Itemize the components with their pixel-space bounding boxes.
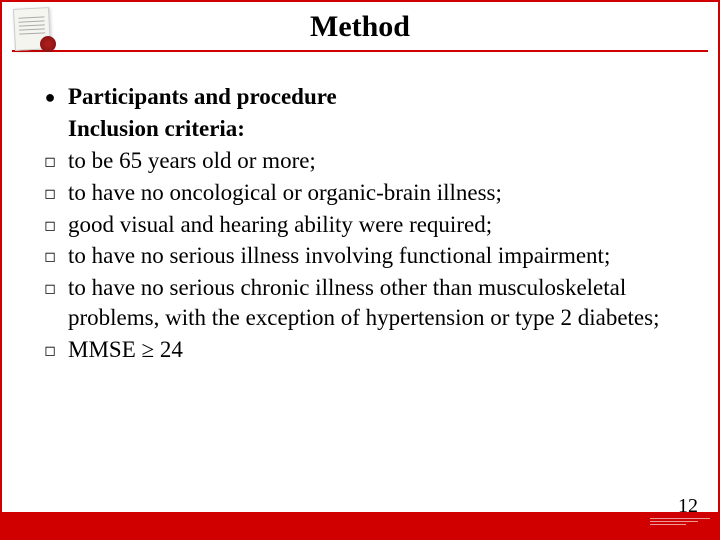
- square-bullet-icon: ◻: [32, 178, 68, 204]
- list-item: ◻ to be 65 years old or more;: [32, 146, 688, 176]
- criteria-text: to have no serious chronic illness other…: [68, 273, 688, 333]
- list-item: ◻ to have no serious illness involving f…: [32, 241, 688, 271]
- square-bullet-icon: ◻: [32, 241, 68, 267]
- slide-title: Method: [2, 10, 718, 44]
- square-bullet-icon: ◻: [32, 146, 68, 172]
- paper-scroll-icon: [10, 6, 58, 54]
- list-item: ◻ to have no oncological or organic-brai…: [32, 178, 688, 208]
- title-underline: [12, 50, 708, 52]
- dot-bullet-icon: ●: [32, 82, 68, 109]
- subtitle-text: Inclusion criteria:: [68, 114, 688, 144]
- heading-text: Participants and procedure: [68, 82, 688, 112]
- criteria-text: to have no serious illness involving fun…: [68, 241, 688, 271]
- content-area: ● Participants and procedure Inclusion c…: [2, 52, 718, 365]
- list-item: ◻ to have no serious chronic illness oth…: [32, 273, 688, 333]
- list-heading: ● Participants and procedure: [32, 82, 688, 112]
- square-bullet-icon: ◻: [32, 210, 68, 236]
- criteria-text: to be 65 years old or more;: [68, 146, 688, 176]
- criteria-text: to have no oncological or organic-brain …: [68, 178, 688, 208]
- slide-frame: Method ● Participants and procedure Incl…: [0, 0, 720, 540]
- square-bullet-icon: ◻: [32, 335, 68, 361]
- criteria-text: MMSE ≥ 24: [68, 335, 688, 365]
- list-item: ◻ MMSE ≥ 24: [32, 335, 688, 365]
- list-item: ◻ good visual and hearing ability were r…: [32, 210, 688, 240]
- footer-bar: [2, 512, 718, 538]
- criteria-text: good visual and hearing ability were req…: [68, 210, 688, 240]
- page-number: 12: [678, 495, 698, 518]
- square-bullet-icon: ◻: [32, 273, 68, 299]
- footer-decoration-icon: [650, 518, 710, 536]
- title-area: Method: [2, 2, 718, 52]
